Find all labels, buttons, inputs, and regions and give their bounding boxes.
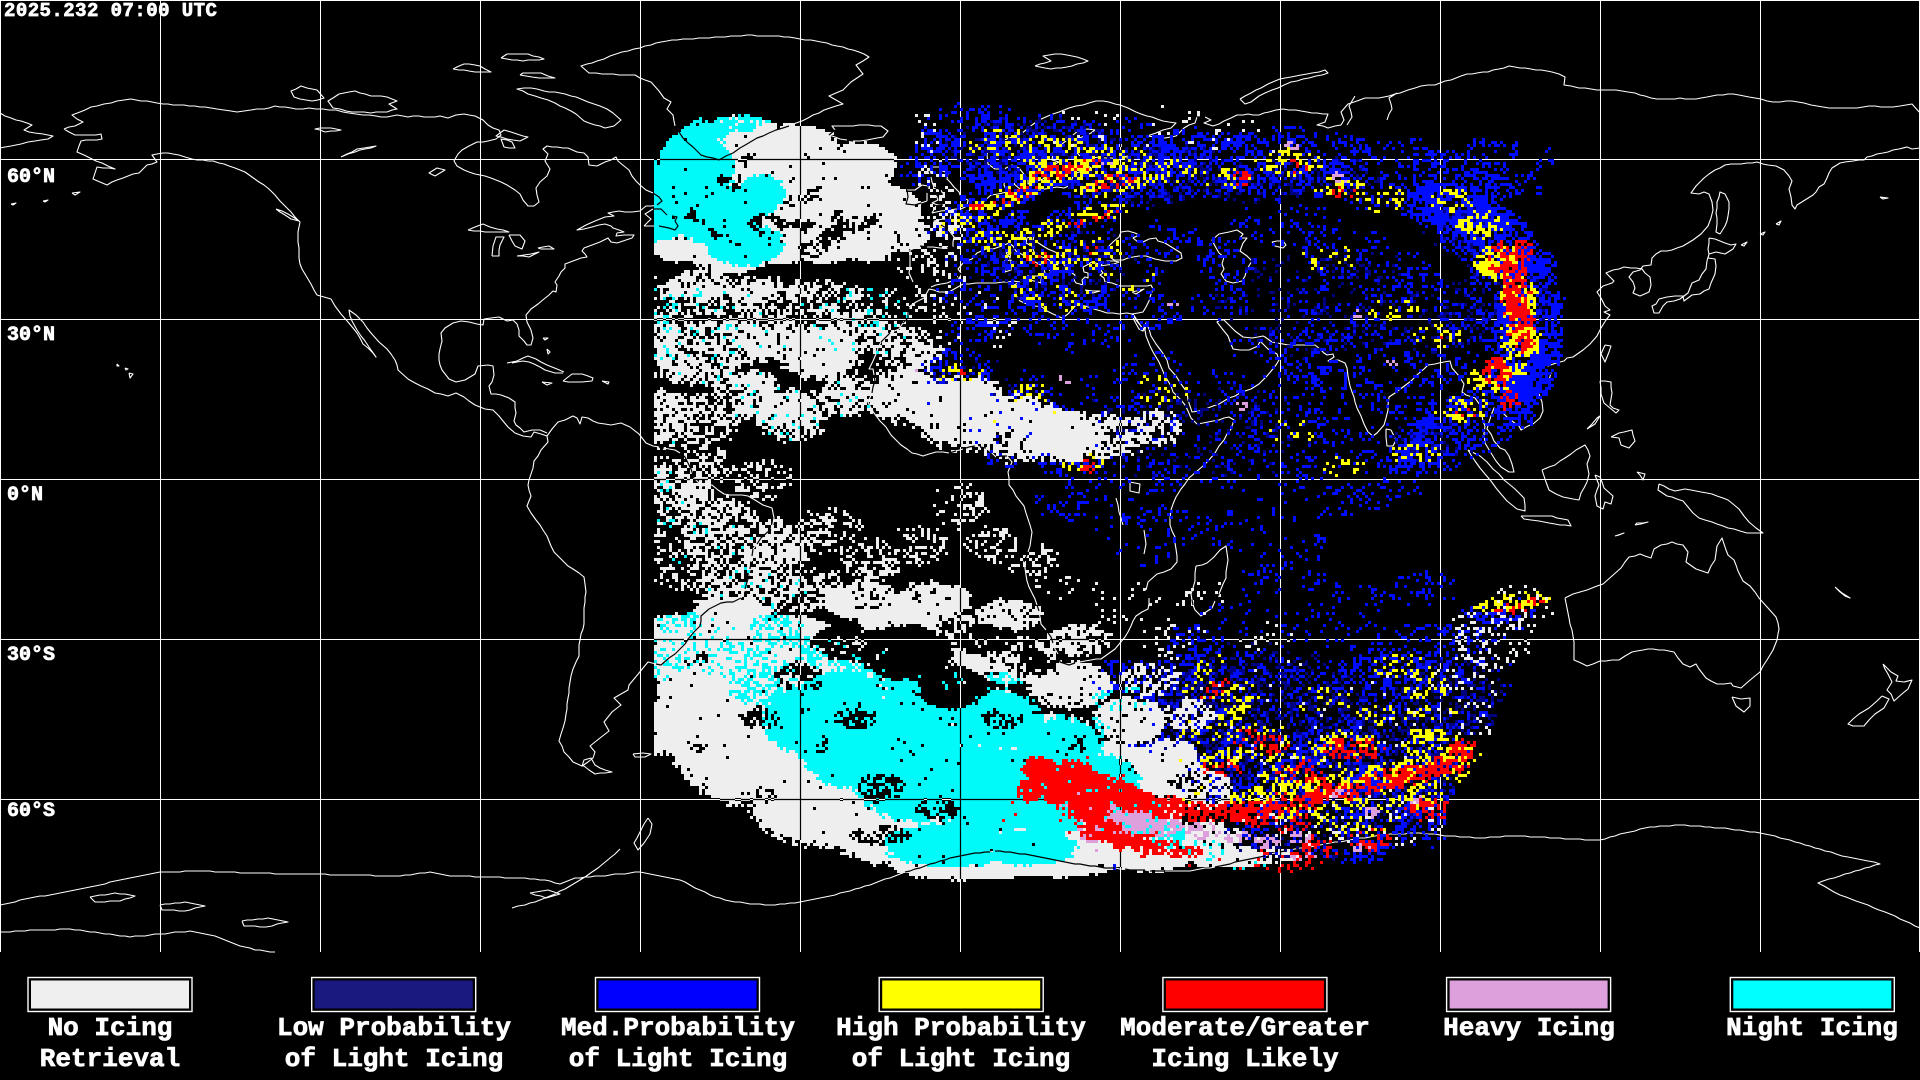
svg-text:Moderate/Greater: Moderate/Greater — [1120, 1013, 1370, 1043]
svg-text:Retrieval: Retrieval — [40, 1044, 180, 1074]
svg-text:of Light Icing: of Light Icing — [285, 1044, 503, 1074]
svg-text:High Probability: High Probability — [836, 1013, 1086, 1043]
svg-text:0°N: 0°N — [7, 484, 43, 507]
svg-text:Icing Likely: Icing Likely — [1151, 1044, 1339, 1074]
svg-text:30°S: 30°S — [7, 644, 55, 667]
svg-text:Low Probability: Low Probability — [277, 1013, 511, 1043]
svg-text:Night Icing: Night Icing — [1726, 1013, 1898, 1043]
svg-text:of Light Icing: of Light Icing — [569, 1044, 787, 1074]
svg-text:60°S: 60°S — [7, 800, 55, 823]
svg-text:30°N: 30°N — [7, 324, 55, 347]
svg-text:60°N: 60°N — [7, 166, 55, 189]
svg-text:Heavy Icing: Heavy Icing — [1443, 1013, 1615, 1043]
svg-text:No Icing: No Icing — [48, 1013, 173, 1043]
svg-text:Med.Probability: Med.Probability — [561, 1013, 795, 1043]
svg-text:of Light Icing: of Light Icing — [852, 1044, 1070, 1074]
svg-text:2025.232 07:00 UTC: 2025.232 07:00 UTC — [4, 0, 217, 22]
